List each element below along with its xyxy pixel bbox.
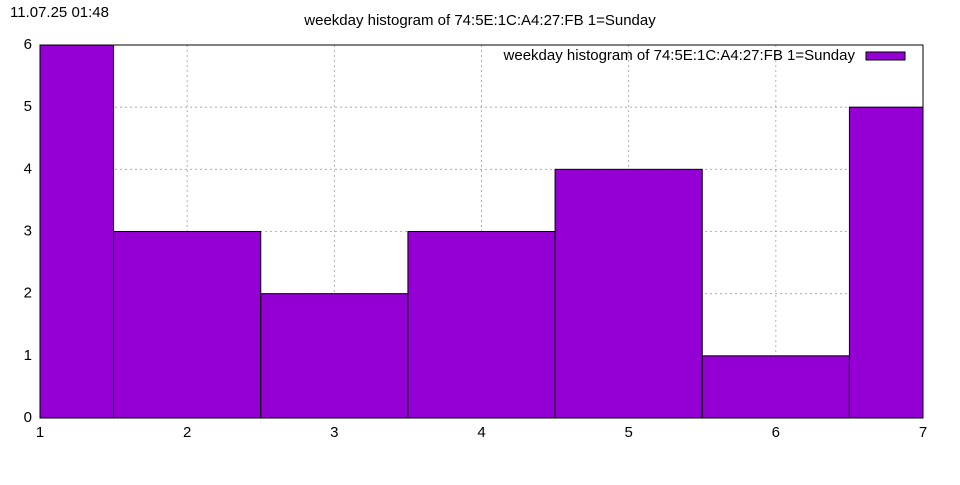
y-tick-label: 3: [24, 222, 32, 239]
y-tick-label: 1: [24, 347, 32, 364]
x-tick-label: 7: [919, 424, 927, 441]
x-tick-label: 5: [624, 424, 632, 441]
legend-swatch: [865, 51, 906, 61]
plot-area: [40, 45, 923, 418]
chart-title: weekday histogram of 74:5E:1C:A4:27:FB 1…: [303, 12, 656, 29]
y-tick-label: 4: [24, 160, 32, 177]
x-tick-label: 2: [183, 424, 191, 441]
bar: [701, 355, 850, 418]
plot-border: [39, 44, 924, 419]
x-tick-label: 4: [477, 424, 485, 441]
bar: [848, 106, 923, 418]
bar: [407, 231, 556, 418]
bar: [40, 45, 115, 418]
y-tick-label: 2: [24, 285, 32, 302]
y-tick-label: 5: [24, 98, 32, 115]
y-tick-label: 6: [24, 36, 32, 53]
y-tick-label: 0: [24, 409, 32, 426]
x-tick-label: 6: [772, 424, 780, 441]
timestamp: 11.07.25 01:48: [10, 4, 109, 21]
legend-label: weekday histogram of 74:5E:1C:A4:27:FB 1…: [503, 47, 856, 64]
bar: [260, 293, 409, 418]
bar: [554, 168, 703, 418]
bar: [113, 231, 262, 418]
x-tick-label: 3: [330, 424, 338, 441]
x-tick-label: 1: [36, 424, 44, 441]
